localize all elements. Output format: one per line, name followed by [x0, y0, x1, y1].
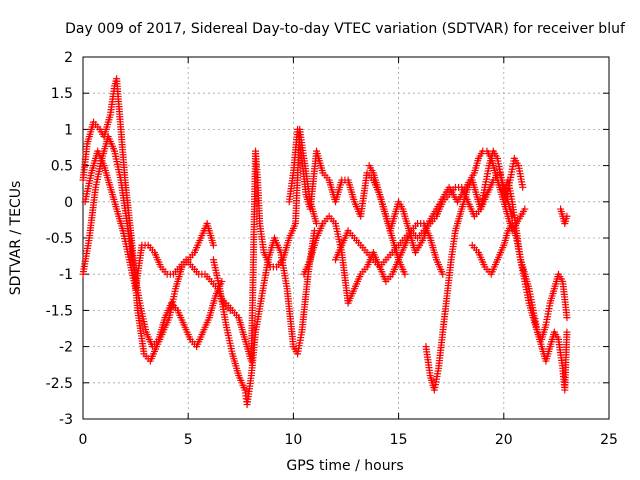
data-point: [563, 314, 571, 322]
series-track-3: [81, 147, 234, 314]
x-tick-label: 15: [390, 432, 408, 448]
y-tick-label: -2.5: [46, 376, 73, 392]
series-track-9: [365, 147, 529, 256]
data-point: [519, 183, 527, 191]
ticks-layer: 0 5 10 15 20 25 -3 -2.5 -2 -1.5 -1 -0.5 0 0.5 1 1.5 2: [46, 50, 618, 448]
series-track-10: [422, 147, 527, 394]
x-tick-label: 0: [79, 432, 88, 448]
data-point: [563, 328, 571, 336]
series-track-6: [285, 125, 409, 278]
data-point: [563, 212, 571, 220]
y-tick-label: 2: [64, 50, 73, 66]
data-point: [313, 220, 321, 228]
y-tick-label: -3: [59, 412, 73, 428]
series-track-13: [557, 205, 571, 228]
data-point: [439, 270, 447, 278]
x-tick-label: 10: [284, 432, 302, 448]
y-tick-label: -2: [59, 340, 73, 356]
x-axis-label: GPS time / hours: [286, 458, 403, 474]
x-tick-label: 25: [600, 432, 618, 448]
chart-title: Day 009 of 2017, Sidereal Day-to-day VTE…: [65, 21, 626, 37]
data-point: [209, 241, 217, 249]
data-points: [79, 75, 571, 409]
data-point: [401, 270, 409, 278]
y-tick-label: -0.5: [46, 231, 73, 247]
y-tick-label: -1.5: [46, 303, 73, 319]
data-point: [521, 205, 529, 213]
y-axis-label: SDTVAR / TECUs: [8, 181, 24, 296]
y-tick-label: -1: [59, 267, 73, 283]
y-tick-label: 1: [64, 122, 73, 138]
series-track-1: [79, 75, 217, 365]
y-tick-label: 0.5: [51, 159, 73, 175]
x-tick-label: 20: [495, 432, 513, 448]
y-tick-label: 1.5: [51, 86, 73, 102]
y-tick-label: 0: [64, 195, 73, 211]
x-tick-label: 5: [184, 432, 193, 448]
series-track-12: [500, 176, 571, 394]
